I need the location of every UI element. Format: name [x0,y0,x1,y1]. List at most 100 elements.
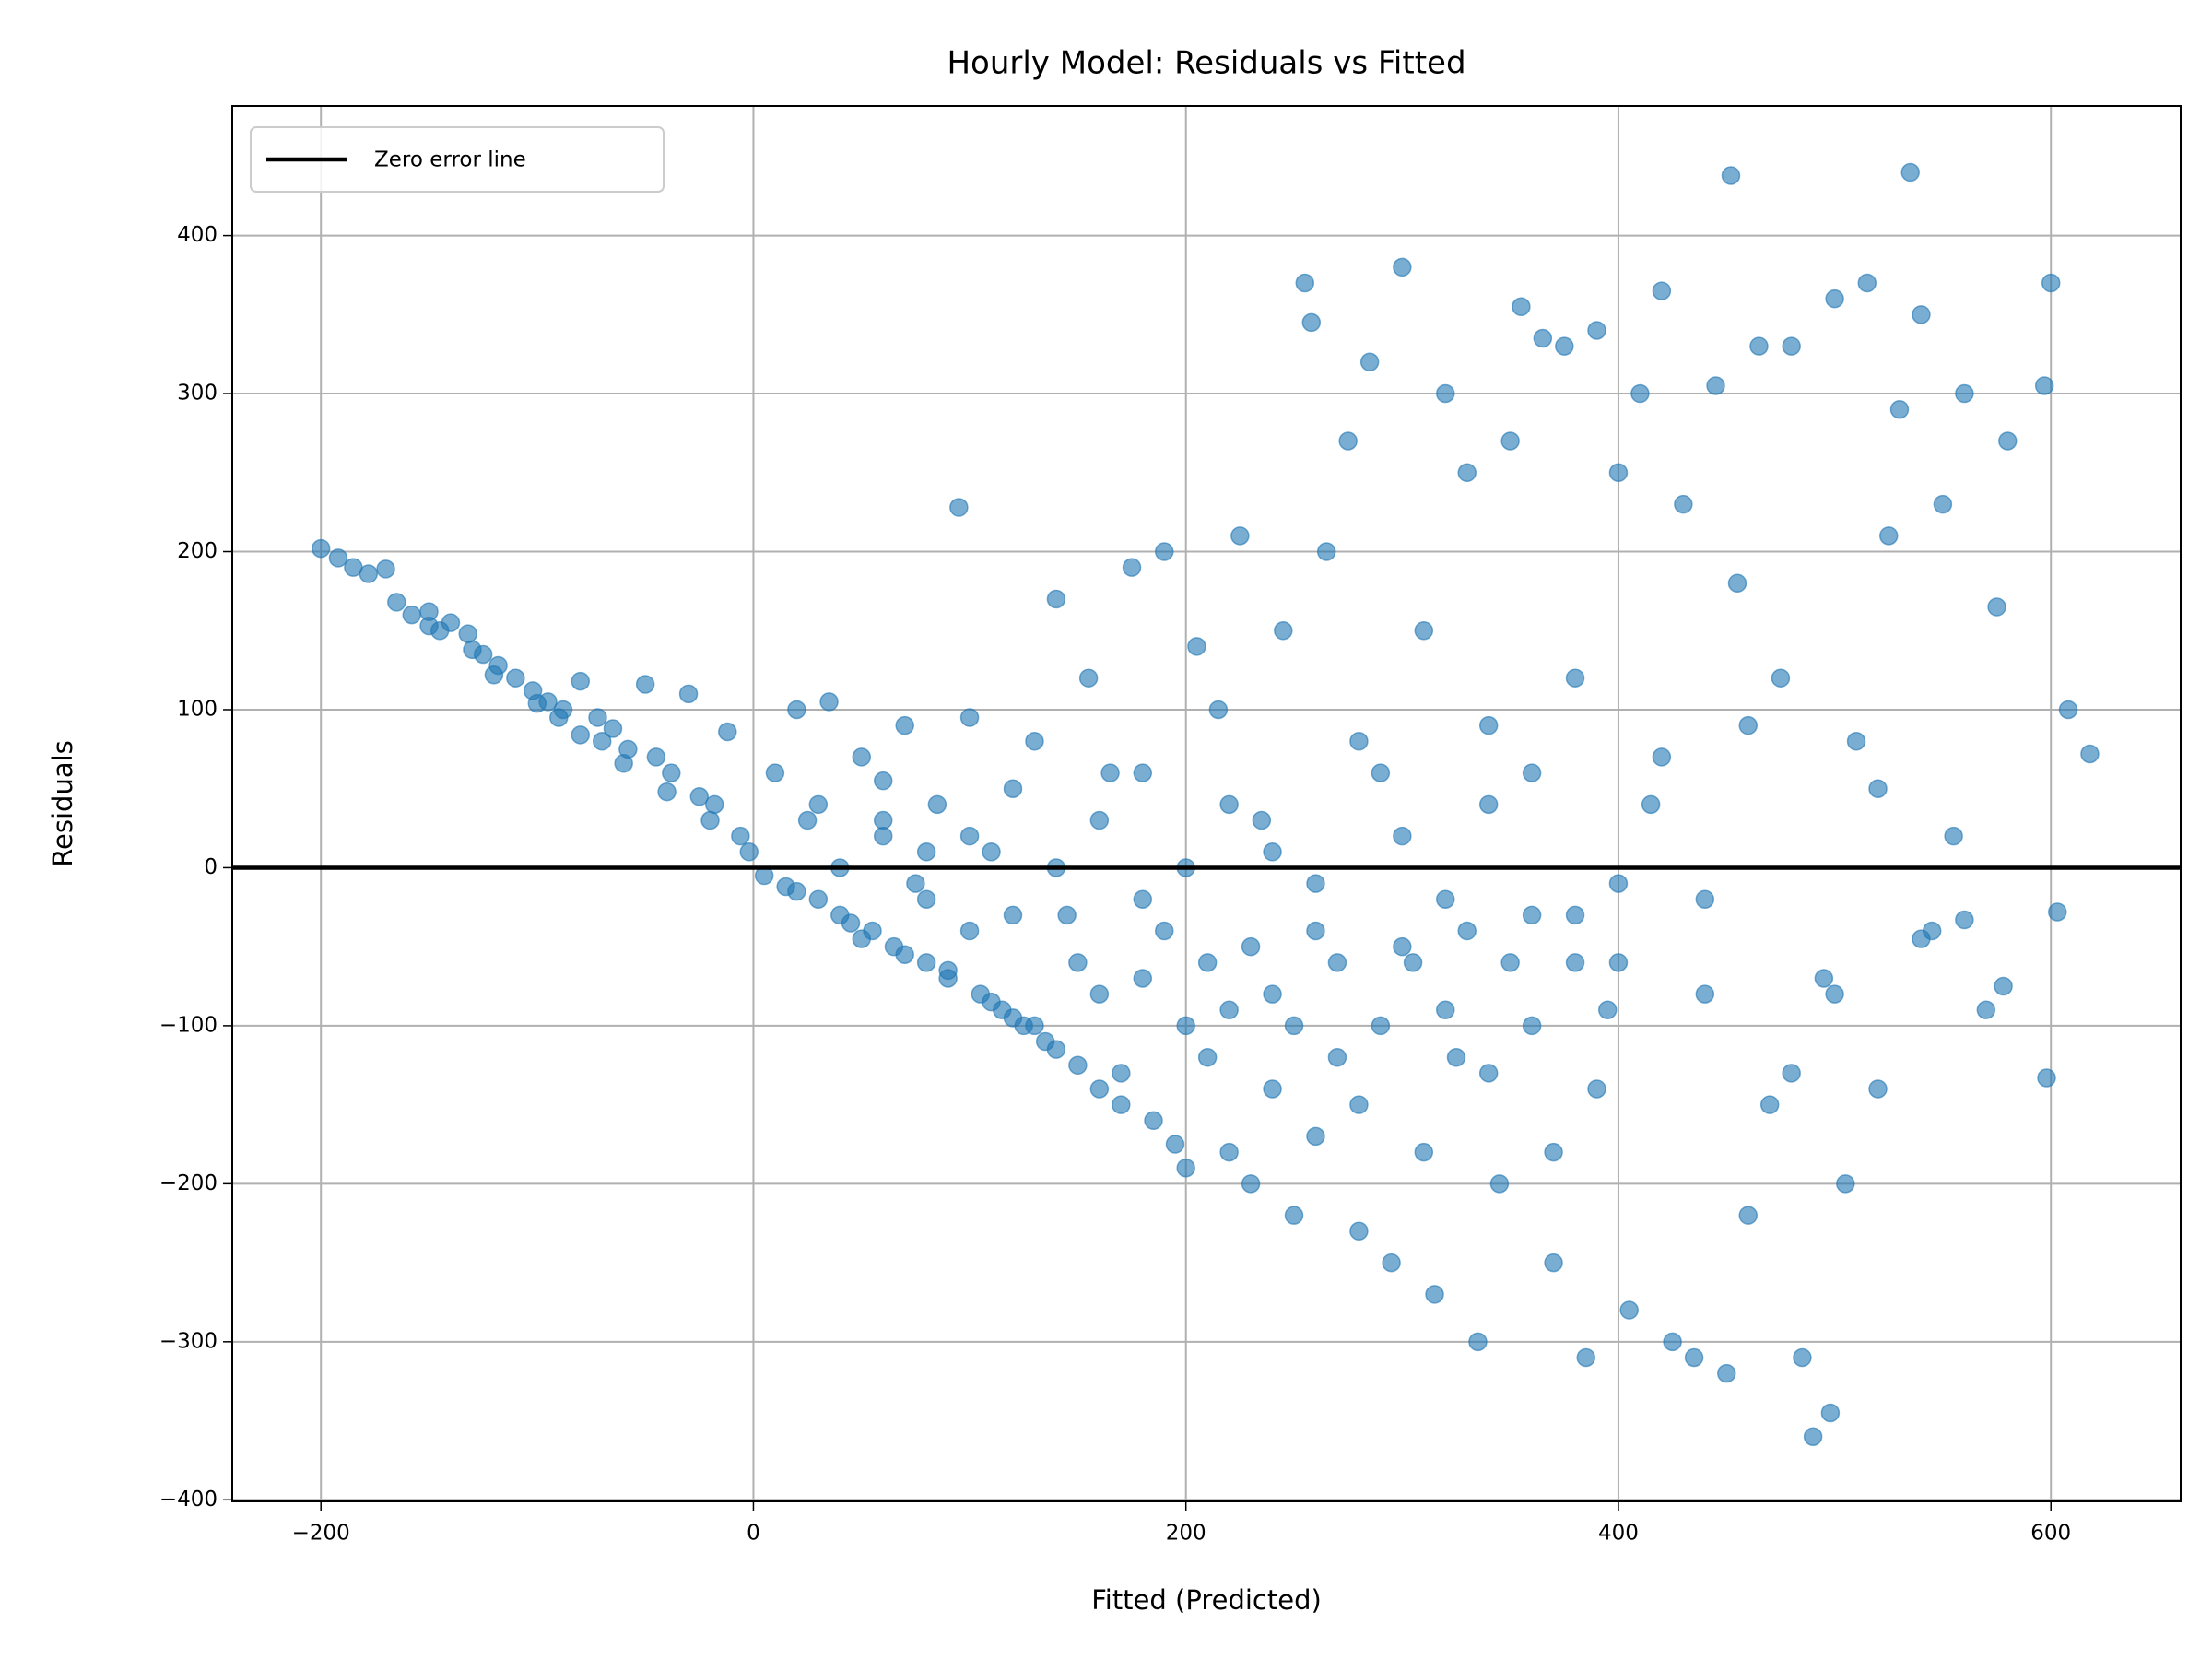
point [328,548,348,568]
point [959,826,980,846]
point [1544,1142,1563,1162]
point [1619,1300,1639,1320]
point [1089,984,1110,1004]
point [1263,842,1282,862]
point [1187,637,1206,656]
point [588,708,607,727]
point [419,616,439,636]
point [1587,1079,1606,1099]
point [1197,953,1218,972]
point [1846,732,1866,751]
point [1652,281,1672,300]
point [1046,589,1066,609]
x-tick-label: 200 [1166,1522,1206,1546]
point [916,842,936,862]
point [1403,953,1423,972]
point [1068,953,1088,972]
point [1112,1064,1131,1083]
point [1608,874,1629,893]
point [959,708,980,727]
y-tick-label: 100 [177,697,218,721]
point [662,763,681,782]
x-tick-label: 400 [1598,1522,1639,1546]
point [819,692,839,712]
point [808,794,829,815]
point [1721,166,1741,185]
point [1414,1142,1434,1162]
point [614,754,633,773]
point [1565,668,1585,688]
point [1306,1126,1325,1147]
point [1782,1064,1801,1083]
point [1144,1111,1163,1131]
point [1068,1055,1088,1076]
point [1759,1095,1780,1114]
point [1241,1174,1261,1194]
point [1025,732,1044,751]
x-tick-label: −200 [292,1522,350,1546]
point [916,953,936,972]
point [1500,431,1520,451]
point [731,826,750,846]
point [1436,889,1455,909]
point [1489,1174,1510,1194]
point [906,874,925,893]
point [1663,1332,1682,1352]
point [1025,1016,1044,1036]
point [1057,905,1077,925]
point [1284,1206,1304,1225]
point [1976,1000,1996,1020]
point [1879,526,1899,546]
point [927,794,947,815]
overlay: −200 0 200 400 600 −400 −300 −200 −100 0 100 200 300… [159,105,2182,1546]
point [689,787,710,806]
point [1814,969,1834,988]
point [873,810,893,830]
point [1446,1047,1466,1067]
point [1197,1047,1218,1067]
point [1003,779,1023,798]
point [2034,376,2054,395]
point [1793,1347,1812,1368]
point [959,921,980,941]
point [635,675,655,694]
point [1089,1079,1110,1099]
point [1500,953,1520,972]
point [1154,921,1174,941]
point [1857,273,1877,293]
point [1133,969,1153,988]
point [797,810,818,830]
point [1912,929,1931,948]
point [1652,747,1672,767]
point [852,747,872,767]
point [1771,668,1791,688]
point [1912,305,1931,324]
point [1371,1016,1391,1036]
points [311,162,2100,1446]
point [1338,431,1358,451]
point [1295,273,1315,293]
point [1522,1016,1542,1036]
point [1219,1000,1239,1020]
legend-box [250,126,665,193]
point [1306,874,1325,893]
point [1478,715,1499,735]
point [1695,889,1715,909]
point [549,708,569,727]
point [1003,1008,1023,1028]
point [1684,1347,1704,1368]
point [700,810,720,830]
point [1306,921,1325,941]
point [387,593,406,612]
point [1695,984,1715,1004]
point [1820,1403,1841,1423]
point [1241,936,1261,957]
point [1100,763,1120,782]
point [1230,526,1250,546]
point [402,605,421,625]
point [1522,905,1542,925]
y-tick-label: 400 [177,223,218,247]
point [2058,700,2078,720]
point [458,624,477,643]
point [1565,953,1585,972]
